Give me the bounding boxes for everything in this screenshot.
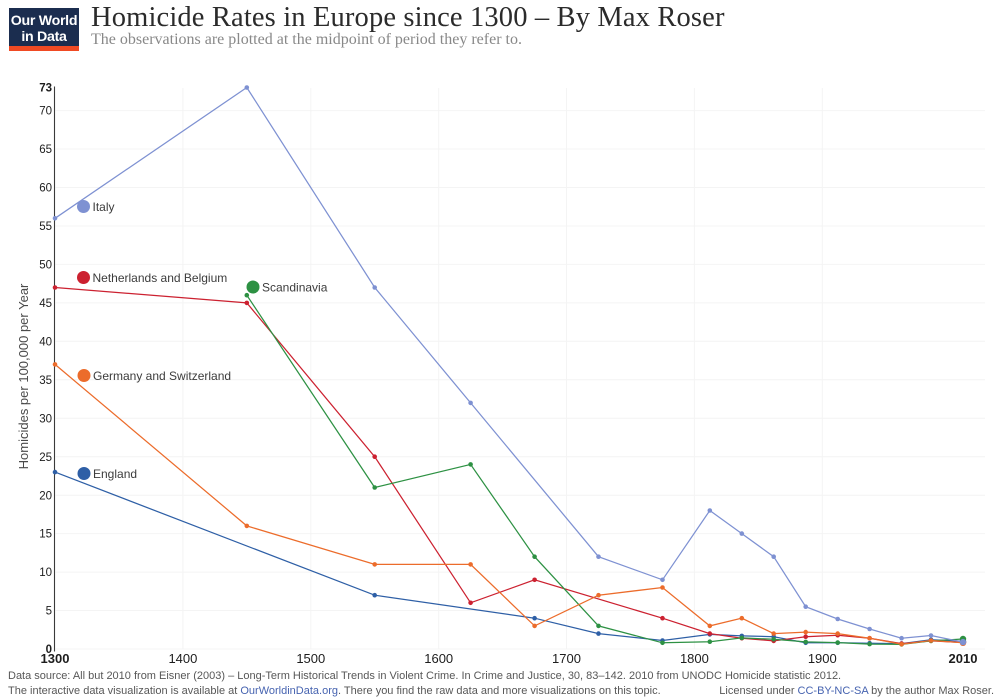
svg-text:Germany and Switzerland: Germany and Switzerland <box>93 369 231 383</box>
svg-text:1400: 1400 <box>168 651 197 666</box>
svg-text:0: 0 <box>46 644 52 656</box>
svg-text:1300: 1300 <box>41 651 70 666</box>
svg-text:20: 20 <box>39 490 52 502</box>
svg-text:15: 15 <box>39 529 52 541</box>
svg-text:60: 60 <box>39 183 52 195</box>
svg-text:5: 5 <box>46 606 52 618</box>
svg-text:65: 65 <box>39 144 52 156</box>
svg-text:Italy: Italy <box>93 200 115 214</box>
svg-text:10: 10 <box>39 567 52 579</box>
svg-text:45: 45 <box>39 298 52 310</box>
svg-text:Scandinavia: Scandinavia <box>262 280 328 294</box>
svg-text:25: 25 <box>39 452 52 464</box>
svg-text:1500: 1500 <box>296 651 325 666</box>
svg-text:70: 70 <box>39 106 52 118</box>
svg-text:55: 55 <box>39 221 52 233</box>
svg-text:Netherlands and Belgium: Netherlands and Belgium <box>93 271 228 285</box>
svg-text:2010: 2010 <box>949 651 978 666</box>
svg-text:England: England <box>93 467 137 481</box>
svg-text:30: 30 <box>39 413 52 425</box>
svg-text:1800: 1800 <box>680 651 709 666</box>
svg-text:35: 35 <box>39 375 52 387</box>
svg-text:1600: 1600 <box>424 651 453 666</box>
svg-text:40: 40 <box>39 336 52 348</box>
svg-text:Homicides per 100,000 per Year: Homicides per 100,000 per Year <box>16 283 31 469</box>
svg-text:50: 50 <box>39 260 52 272</box>
svg-text:1900: 1900 <box>808 651 837 666</box>
svg-text:1700: 1700 <box>552 651 581 666</box>
svg-text:73: 73 <box>39 83 52 95</box>
